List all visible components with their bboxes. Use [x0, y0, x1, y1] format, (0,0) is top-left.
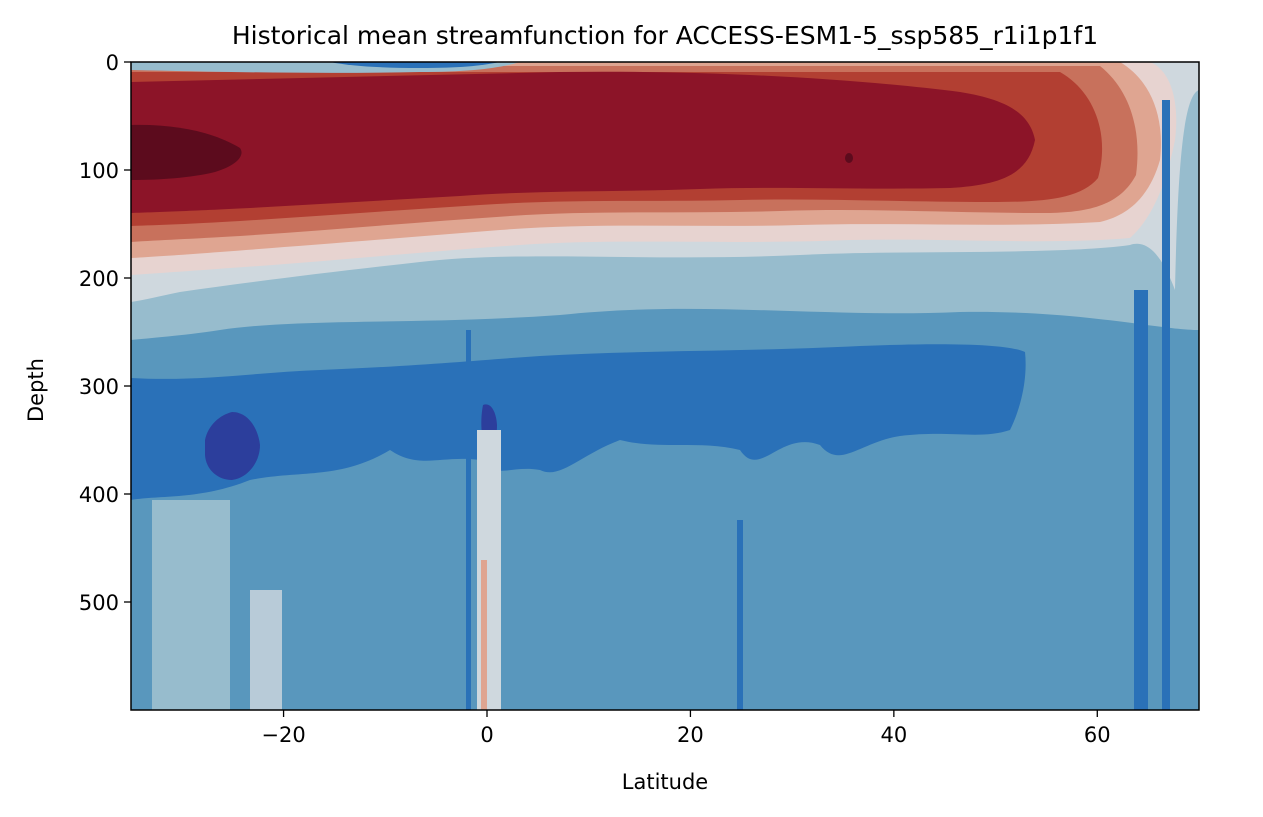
y-tick-label: 200	[79, 267, 119, 291]
y-tick-label: 500	[79, 591, 119, 615]
x-tick-label: −20	[261, 723, 305, 747]
y-axis: 0 100 200 300 400 500	[79, 51, 131, 615]
core-blob	[845, 153, 853, 163]
deep-streak	[152, 500, 230, 710]
band-level-0	[205, 412, 260, 480]
x-tick-label: 0	[480, 723, 493, 747]
y-tick-label: 400	[79, 483, 119, 507]
x-tick-label: 20	[677, 723, 704, 747]
deep-streak	[250, 590, 282, 710]
deep-streak	[1134, 290, 1148, 710]
y-tick-label: 0	[106, 51, 119, 75]
deep-streak	[737, 520, 743, 710]
x-tick-label: 40	[880, 723, 907, 747]
y-tick-label: 300	[79, 375, 119, 399]
surface-negative-strip-core	[330, 62, 500, 68]
deep-streak	[1162, 100, 1170, 710]
band-level-9	[131, 71, 1035, 213]
deep-streak	[477, 430, 501, 710]
x-tick-label: 60	[1084, 723, 1111, 747]
y-tick-label: 100	[79, 159, 119, 183]
x-axis: −20 0 20 40 60	[261, 710, 1111, 747]
band-level-10	[131, 124, 242, 180]
deep-streak	[481, 560, 487, 710]
chart-title: Historical mean streamfunction for ACCES…	[232, 21, 1098, 50]
y-axis-label: Depth	[24, 358, 48, 422]
band-level-1	[131, 344, 1026, 500]
x-axis-label: Latitude	[622, 770, 708, 794]
plot-area	[131, 62, 1199, 710]
deep-streak	[466, 330, 471, 710]
